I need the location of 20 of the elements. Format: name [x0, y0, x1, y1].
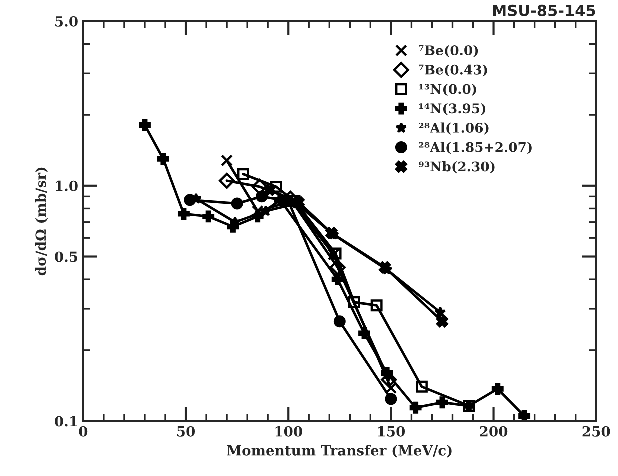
- y-axis-title: dσ/dΩ (mb/sr): [35, 168, 48, 276]
- x-tick-label: 150: [378, 426, 406, 437]
- x-tick-label: 0: [79, 426, 88, 437]
- x-tick-label: 100: [276, 426, 302, 437]
- x-tick-label: 250: [582, 426, 610, 437]
- legend-label: ²⁸Al(1.85+2.07): [419, 142, 532, 154]
- text: MSU-85-145: [493, 4, 596, 16]
- legend-label: ⁷Be(0.43): [419, 64, 488, 77]
- legend-label: ¹³N(0.0): [420, 84, 476, 96]
- legend-label: ¹⁴N(3.95): [420, 103, 486, 116]
- legend-label: ⁹³Nb(2.30): [419, 161, 495, 174]
- legend-label: ²⁸Al(1.06): [419, 122, 489, 135]
- y-tick-label: 0.5: [55, 252, 78, 262]
- legend-label: ⁷Be(0.0): [419, 45, 478, 58]
- y-tick-label: 5.0: [56, 16, 78, 27]
- y-tick-label: 0.1: [55, 416, 78, 427]
- x-axis-title: Momentum Transfer (MeV/c): [227, 445, 452, 458]
- y-tick-label: 1.0: [56, 180, 78, 192]
- x-tick-label: 200: [480, 426, 508, 437]
- x-tick-label: 50: [177, 426, 196, 437]
